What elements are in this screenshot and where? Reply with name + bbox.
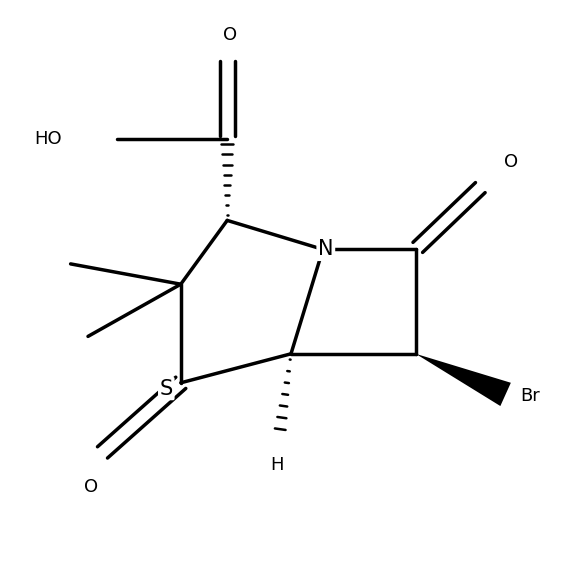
Text: H: H <box>269 456 283 474</box>
Text: O: O <box>223 26 237 44</box>
Text: S: S <box>159 379 173 398</box>
Text: O: O <box>505 153 519 172</box>
Text: O: O <box>84 478 98 496</box>
Text: N: N <box>318 240 333 259</box>
Text: Br: Br <box>520 386 540 405</box>
Polygon shape <box>416 354 511 406</box>
Text: HO: HO <box>34 130 62 148</box>
